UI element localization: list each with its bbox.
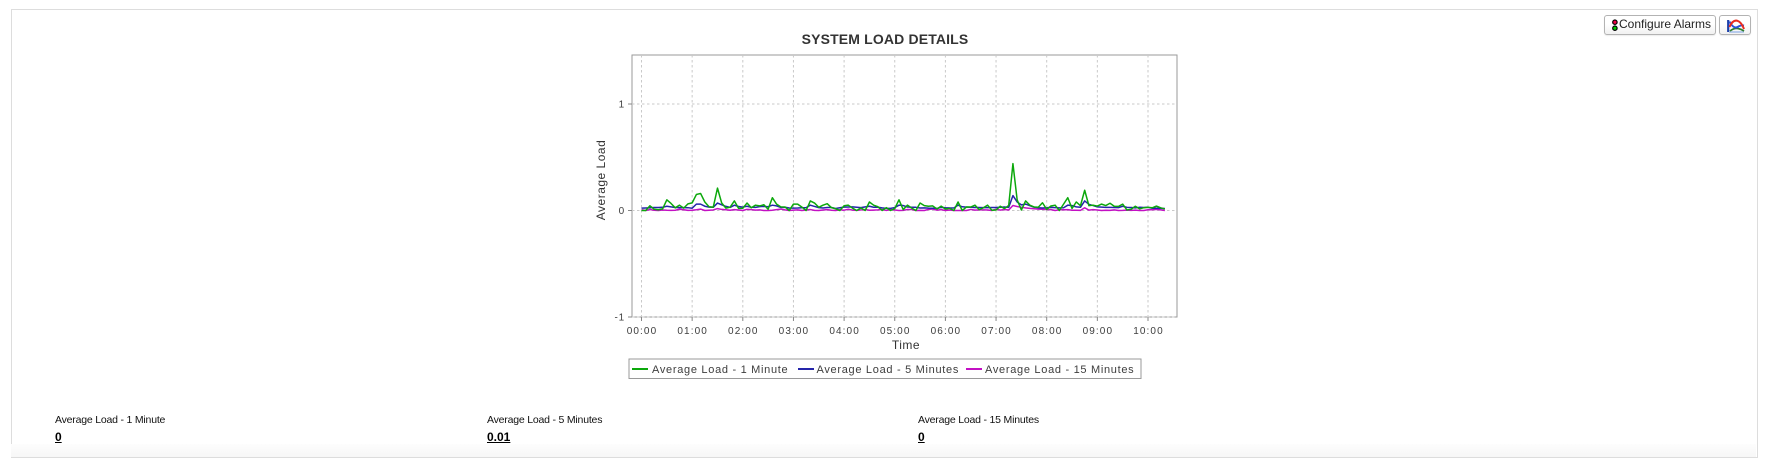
svg-text:03:00: 03:00	[779, 326, 810, 337]
svg-text:Average Load - 5 Minutes: Average Load - 5 Minutes	[817, 364, 960, 376]
svg-text:0: 0	[619, 206, 625, 217]
svg-text:Time: Time	[892, 338, 920, 352]
svg-text:00:00: 00:00	[627, 326, 658, 337]
svg-text:04:00: 04:00	[829, 326, 860, 337]
svg-text:Average Load: Average Load	[594, 140, 608, 221]
svg-text:-1: -1	[615, 313, 626, 324]
svg-text:SYSTEM LOAD DETAILS: SYSTEM LOAD DETAILS	[802, 31, 969, 47]
svg-text:1: 1	[619, 100, 625, 111]
svg-text:Average Load - 1 Minute: Average Load - 1 Minute	[652, 364, 788, 376]
svg-text:06:00: 06:00	[931, 326, 962, 337]
svg-text:Average Load - 15 Minutes: Average Load - 15 Minutes	[985, 364, 1134, 376]
svg-text:10:00: 10:00	[1133, 326, 1164, 337]
svg-text:07:00: 07:00	[981, 326, 1012, 337]
svg-text:09:00: 09:00	[1083, 326, 1114, 337]
svg-text:02:00: 02:00	[728, 326, 759, 337]
svg-text:05:00: 05:00	[880, 326, 911, 337]
svg-text:01:00: 01:00	[677, 326, 708, 337]
svg-text:08:00: 08:00	[1032, 326, 1063, 337]
